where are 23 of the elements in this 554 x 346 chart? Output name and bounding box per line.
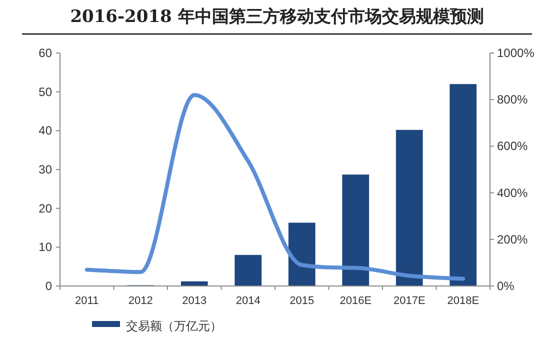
y2-tick-label: 0% <box>497 279 515 293</box>
y-tick-label: 50 <box>38 84 52 99</box>
y-tick-label: 20 <box>38 201 52 216</box>
y2-tick-label: 400% <box>497 186 528 200</box>
legend-label: 交易额（万亿元） <box>126 319 222 333</box>
x-tick-label: 2013 <box>182 295 207 307</box>
x-tick-label: 2011 <box>75 295 99 307</box>
x-tick-label: 2016E <box>340 295 372 307</box>
y-tick-label: 60 <box>38 46 52 60</box>
x-tick-label: 2015 <box>290 295 314 307</box>
x-tick-label: 2014 <box>236 295 260 307</box>
y2-tick-label: 200% <box>497 232 528 246</box>
x-tick-label: 2012 <box>128 295 153 307</box>
x-tick-label: 2018E <box>447 295 480 307</box>
y-tick-label: 30 <box>38 162 52 176</box>
y2-tick-label: 1000% <box>497 46 535 60</box>
y-tick-label: 10 <box>38 240 52 254</box>
y-tick-label: 40 <box>38 124 52 138</box>
y2-tick-label: 600% <box>497 139 528 154</box>
y2-tick-label: 800% <box>497 92 528 107</box>
x-tick-label: 2017E <box>393 295 426 307</box>
chart-title: 2016-2018 年中国第三方移动支付市场交易规模预测 <box>70 7 484 27</box>
y-tick-label: 0 <box>45 279 52 293</box>
